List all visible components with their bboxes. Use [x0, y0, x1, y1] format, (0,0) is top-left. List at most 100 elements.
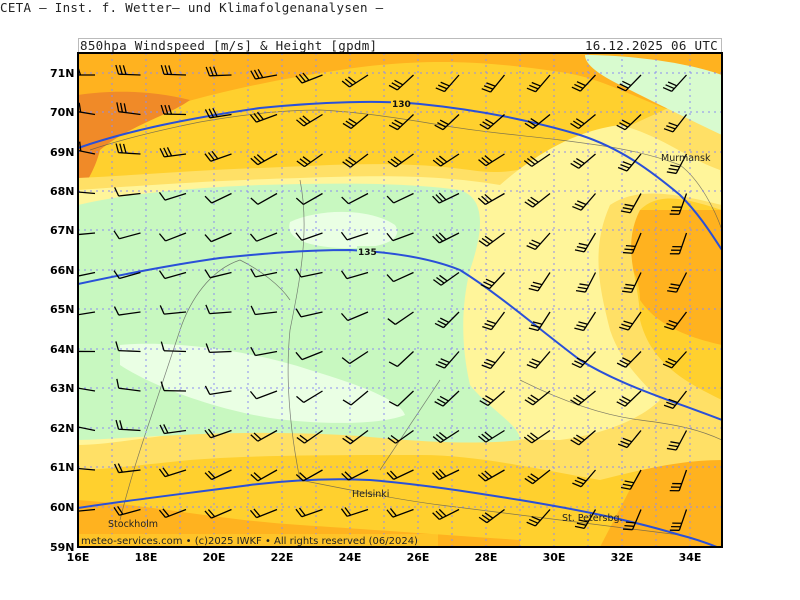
wind-barb	[295, 507, 323, 518]
wind-barb	[78, 191, 96, 195]
wind-barb	[340, 231, 369, 241]
wind-barb	[387, 429, 414, 444]
wind-barb	[434, 311, 460, 329]
wind-barb	[669, 232, 688, 255]
lon-tick: 24E	[339, 551, 362, 564]
wind-barb	[662, 351, 687, 369]
wind-barb	[528, 311, 551, 332]
wind-barb	[666, 153, 688, 175]
wind-barb	[387, 153, 414, 168]
wind-barbs	[78, 64, 688, 531]
subtitle-frame	[78, 38, 722, 53]
graticule	[78, 53, 722, 547]
wind-barb	[432, 192, 460, 204]
wind-barb	[250, 153, 278, 166]
wind-barb	[114, 187, 141, 197]
wind-barb	[572, 193, 596, 211]
wind-barb	[205, 66, 232, 77]
wind-field-orange-north	[78, 53, 722, 140]
wind-barb	[570, 430, 596, 446]
lon-tick: 18E	[135, 551, 158, 564]
wind-barb	[78, 508, 96, 512]
wind-barb	[432, 429, 460, 444]
wind-barb	[616, 114, 642, 131]
wind-barb	[622, 232, 642, 254]
contour-south	[78, 478, 720, 547]
valid-time: 16.12.2025 06 UTC	[584, 38, 718, 53]
coastlines	[89, 109, 722, 536]
wind-barb	[295, 350, 323, 361]
lat-tick: 60N	[50, 501, 75, 514]
wind-barb	[158, 467, 187, 478]
city-stockholm: Stockholm	[108, 519, 158, 530]
wind-barb	[388, 114, 414, 131]
wind-barb	[295, 192, 323, 205]
chart-title: CETA — Inst. f. Wetter— und Klimafolgena…	[0, 0, 384, 15]
wind-barb	[160, 104, 187, 116]
wind-barb	[159, 147, 187, 158]
wind-barb	[666, 430, 688, 451]
wind-barb	[435, 74, 460, 93]
wind-barb	[669, 509, 688, 531]
wind-barb	[160, 341, 187, 353]
wind-barb	[249, 390, 278, 400]
chart-subtitle: 850hpa_Windspeed_[m/s]_&_Height_[gpdm]	[80, 38, 378, 53]
wind-barb	[616, 390, 642, 407]
wind-barb	[115, 419, 141, 432]
wind-barb	[204, 385, 232, 396]
lat-tick: 69N	[50, 146, 75, 159]
wind-barb	[386, 232, 414, 242]
wind-barb	[295, 268, 323, 278]
wind-barb	[432, 232, 460, 244]
wind-barb	[523, 153, 551, 167]
wind-barb	[249, 232, 278, 242]
wind-barb	[575, 272, 597, 293]
lat-tick: 63N	[50, 382, 75, 395]
wind-barb	[616, 74, 642, 92]
lat-tick: 61N	[50, 461, 75, 474]
wind-barb	[524, 469, 551, 485]
wind-barb	[250, 429, 278, 442]
copyright: meteo-services.com • (c)2025 IWKF • All …	[81, 536, 418, 547]
wind-barb	[477, 469, 505, 482]
wind-barb	[115, 341, 141, 353]
wind-barb	[433, 271, 460, 286]
lon-tick: 30E	[543, 551, 566, 564]
lat-tick: 71N	[50, 67, 75, 80]
lon-tick: 26E	[407, 551, 430, 564]
wind-barb	[204, 269, 232, 279]
wind-barb	[116, 378, 141, 392]
lon-tick: 34E	[679, 551, 702, 564]
wind-barb	[340, 507, 369, 517]
wind-barb	[526, 351, 551, 369]
wind-barb	[526, 232, 551, 251]
wind-barb	[341, 469, 369, 481]
wind-barb	[620, 193, 642, 214]
lat-tick: 64N	[50, 343, 75, 356]
wind-barb	[115, 64, 141, 76]
wind-barb	[160, 64, 187, 76]
lon-tick: 32E	[611, 551, 634, 564]
wind-barb	[158, 192, 187, 201]
wind-barb	[432, 153, 460, 167]
wind-barb	[387, 311, 414, 325]
wind-barb	[295, 308, 323, 318]
wind-barb	[663, 114, 688, 133]
wind-barb	[249, 111, 278, 123]
wind-barb	[160, 381, 187, 392]
wind-barb	[250, 192, 278, 205]
wind-barb	[664, 311, 688, 331]
wind-barb	[622, 509, 642, 531]
wind-barb	[249, 508, 278, 519]
wind-barb	[342, 429, 369, 445]
wind-barb	[386, 469, 414, 480]
wind-barb	[204, 428, 232, 439]
wind-barb	[78, 271, 96, 277]
wind-barb	[481, 74, 506, 93]
wind-barb	[114, 463, 141, 474]
wind-barb	[388, 351, 414, 368]
wind-barb	[78, 387, 96, 392]
wind-barb	[616, 351, 642, 368]
wind-barb	[78, 102, 96, 116]
